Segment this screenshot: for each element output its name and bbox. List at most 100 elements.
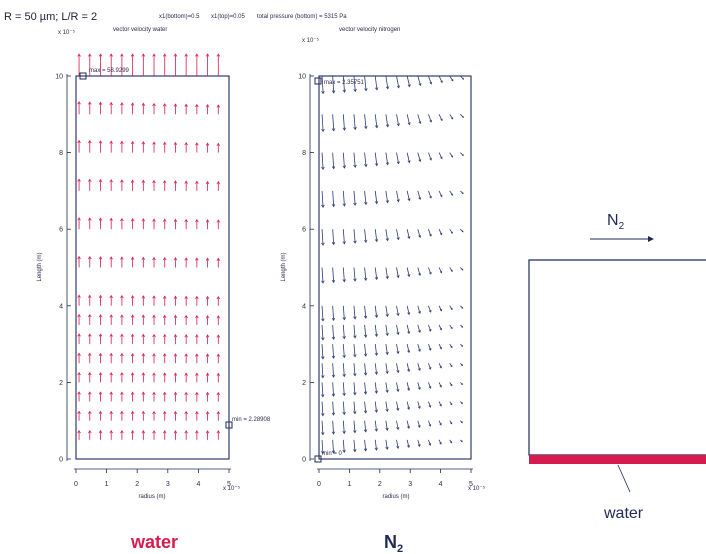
water-vector-arrowhead — [162, 372, 167, 376]
n2-velocity-vector — [417, 229, 421, 238]
n2-vector-arrowhead — [462, 116, 464, 118]
water-vector-arrowhead — [162, 353, 167, 357]
n2-velocity-vector — [353, 439, 356, 452]
n2-velocity-vector — [364, 305, 367, 319]
n2-vector-arrowhead — [407, 312, 411, 316]
water-vector-arrowhead — [77, 371, 81, 376]
n2-velocity-vector — [406, 344, 410, 353]
water-vector-arrowhead — [195, 334, 199, 338]
n2-vector-arrowhead — [353, 164, 357, 168]
water-vector-arrowhead — [173, 430, 178, 434]
n2-vector-arrowhead — [364, 163, 368, 168]
water-vector-arrowhead — [184, 295, 188, 299]
n2-y-tick-label: 0 — [302, 457, 306, 464]
water-vector-arrowhead — [130, 140, 135, 145]
n2-velocity-vector — [321, 363, 324, 378]
n2-vector-arrowhead — [396, 388, 400, 393]
n2-velocity-vector — [374, 382, 377, 394]
n2-vector-arrowhead — [363, 315, 368, 319]
n2-velocity-vector — [438, 267, 442, 273]
water-vector-arrowhead — [130, 53, 135, 57]
n2-vector-arrowhead — [353, 335, 357, 339]
water-vector-arrowhead — [141, 179, 146, 183]
n2-vector-arrowhead — [417, 425, 421, 428]
n2-velocity-vector — [342, 267, 345, 282]
n2-vector-arrowhead — [374, 371, 379, 375]
water-vector-arrowhead — [216, 334, 221, 338]
water-vector-arrowhead — [205, 142, 210, 146]
n2-vector-arrowhead — [364, 201, 368, 206]
n2-velocity-vector — [428, 190, 432, 199]
water-vector-arrowhead — [120, 372, 124, 376]
n2-y-axis-label: Length (m) — [281, 252, 287, 281]
water-vector-arrowhead — [184, 103, 188, 107]
n2-vector-arrowhead — [342, 354, 346, 359]
water-y-exponent: x 10⁻⁵ — [58, 29, 76, 36]
n2-velocity-vector — [406, 190, 410, 201]
water-vector-arrowhead — [120, 391, 124, 395]
n2-velocity-vector — [449, 267, 453, 272]
n2-vector-arrowhead — [439, 442, 442, 445]
water-velocity-plot: vector velocity water x 10⁻⁵ 0 1 2 3 4 5 0 2 4 6 8… — [37, 27, 271, 500]
water-vector-arrowhead — [162, 53, 167, 57]
water-vector-arrowhead — [152, 53, 156, 57]
n2-vector-arrowhead — [353, 449, 357, 453]
n2-velocity-vector — [364, 363, 367, 376]
water-vector-arrowhead — [98, 372, 103, 376]
water-vector-arrowhead — [205, 315, 210, 319]
n2-vector-arrowhead — [385, 276, 389, 280]
n2-vector-arrowhead — [342, 241, 346, 245]
n2-velocity-vector — [321, 190, 324, 208]
n2-velocity-vector — [332, 152, 335, 169]
n2-vector-arrowhead — [396, 237, 400, 241]
water-vector-arrowhead — [120, 256, 124, 260]
water-vector-arrowhead — [184, 180, 188, 184]
water-vector-arrowhead — [173, 314, 178, 319]
n2-velocity-vector — [438, 190, 443, 197]
water-vector-arrowhead — [120, 430, 124, 434]
water-vector-arrowhead — [120, 140, 124, 144]
n2-plot-frame — [318, 75, 472, 460]
n2-velocity-vector — [417, 267, 421, 276]
water-plot-frame — [75, 75, 230, 460]
n2-vector-arrowhead — [331, 336, 336, 340]
n2-vector-arrowhead — [363, 372, 368, 376]
n2-velocity-vector — [396, 229, 399, 240]
n2-vector-arrowhead — [364, 277, 368, 281]
water-vector-arrowhead — [173, 353, 178, 357]
n2-vector-arrowhead — [407, 350, 411, 354]
water-vector-arrowhead — [184, 430, 188, 434]
water-vector-arrowhead — [195, 430, 199, 434]
water-vector-arrowhead — [141, 53, 146, 57]
water-vector-arrowhead — [205, 104, 210, 108]
water-vector-arrowhead — [88, 178, 92, 182]
n2-vector-arrowhead — [418, 121, 422, 125]
n2-velocity-vector — [353, 344, 356, 357]
water-vector-arrowhead — [120, 352, 124, 357]
water-vector-arrowhead — [88, 410, 92, 414]
water-vector-arrowhead — [173, 295, 178, 299]
water-min-marker — [225, 421, 233, 429]
water-vector-arrowhead — [130, 102, 135, 106]
n2-vector-arrowhead — [461, 345, 464, 347]
n2-velocity-vector — [342, 324, 345, 339]
water-vector-arrowhead — [98, 178, 103, 183]
n2-velocity-vector — [428, 439, 431, 446]
water-vector-arrowhead — [216, 430, 221, 434]
n2-vector-arrowhead — [353, 88, 357, 93]
water-vector-arrowhead — [88, 255, 92, 260]
water-vector-arrowhead — [195, 219, 199, 223]
water-vector-arrowhead — [141, 372, 146, 376]
water-vector-arrowhead — [109, 179, 113, 183]
water-vector-arrowhead — [141, 391, 146, 395]
n2-vector-arrowhead — [321, 337, 325, 341]
water-min-label: min = 2.28908 — [232, 417, 271, 423]
water-vector-arrowhead — [162, 430, 167, 434]
n2-velocity-vector — [342, 401, 345, 415]
water-vector-arrowhead — [77, 178, 81, 182]
n2-velocity-vector — [364, 344, 367, 357]
n2-velocity-vector — [438, 420, 442, 426]
n2-vector-arrowhead — [331, 374, 336, 378]
n2-velocity-vector — [460, 114, 464, 118]
n2-vector-arrowhead — [353, 373, 357, 377]
